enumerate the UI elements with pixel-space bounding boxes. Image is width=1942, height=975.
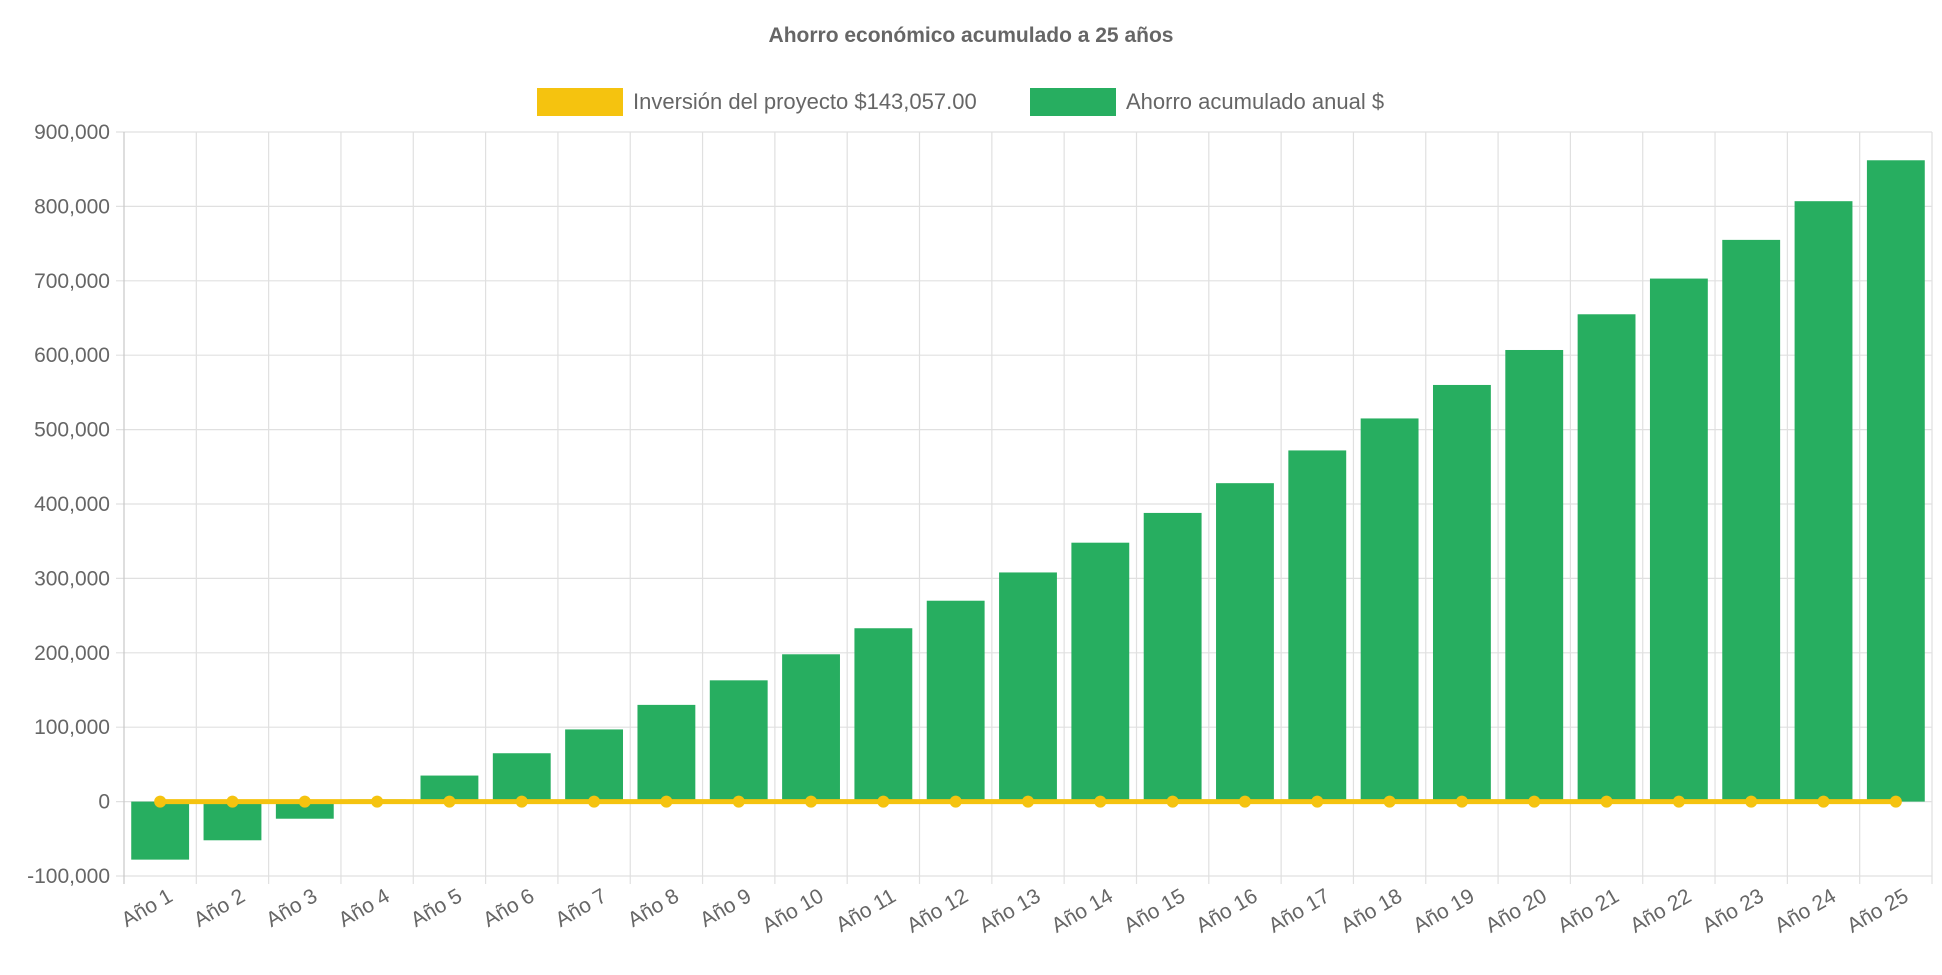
x-tick-label: Año 10 xyxy=(758,884,827,937)
x-tick-label: Año 11 xyxy=(832,884,900,936)
legend-swatch xyxy=(1030,88,1116,116)
y-tick-label: 800,000 xyxy=(34,195,110,218)
bar xyxy=(1794,201,1853,802)
investment-line xyxy=(154,795,1902,808)
y-axis: -100,000 0 100,000 200,000 300,000 400,000 500… xyxy=(27,121,110,888)
y-tick-label: -100,000 xyxy=(27,865,110,888)
line-point xyxy=(443,795,456,808)
bar xyxy=(1360,418,1419,802)
bar xyxy=(203,801,262,841)
line-point xyxy=(1600,795,1613,808)
bar xyxy=(492,753,551,802)
bar xyxy=(1505,349,1564,802)
x-tick-label: Año 5 xyxy=(407,884,466,931)
x-tick-label: Año 24 xyxy=(1771,884,1840,937)
bar xyxy=(1649,278,1708,802)
x-tick-label: Año 14 xyxy=(1048,884,1117,937)
bar xyxy=(1432,384,1491,802)
line-point xyxy=(1817,795,1830,808)
chart-title: Ahorro económico acumulado a 25 años xyxy=(769,24,1174,47)
bar xyxy=(1577,314,1636,802)
bar xyxy=(275,801,334,819)
y-tick-label: 400,000 xyxy=(34,493,110,516)
line-point xyxy=(1889,795,1902,808)
legend-label: Ahorro acumulado anual $ xyxy=(1126,89,1384,114)
line-point xyxy=(226,795,239,808)
x-tick-label: Año 3 xyxy=(262,884,321,931)
x-tick-label: Año 20 xyxy=(1482,884,1551,937)
y-tick-label: 600,000 xyxy=(34,344,110,367)
bar xyxy=(1143,512,1202,802)
line-point xyxy=(660,795,673,808)
line-point xyxy=(371,795,384,808)
bar xyxy=(782,654,840,802)
x-tick-label: Año 15 xyxy=(1120,884,1189,937)
line-point xyxy=(1022,795,1034,808)
line-point xyxy=(1166,795,1179,808)
bars xyxy=(131,160,1925,860)
x-tick-label: Año 16 xyxy=(1192,884,1261,937)
y-tick-label: 500,000 xyxy=(34,419,110,442)
x-tick-label: Año 23 xyxy=(1699,884,1768,937)
y-tick-label: 0 xyxy=(98,791,110,814)
bar xyxy=(926,600,985,802)
line-point xyxy=(1455,795,1468,808)
line-point xyxy=(949,795,962,808)
line-point xyxy=(1238,795,1251,808)
y-tick-label: 700,000 xyxy=(34,270,110,293)
x-axis: Año 1 Año 2 Año 3 Año 4 Año 5 Año 6 Año 7 Año 8… xyxy=(118,884,1913,937)
x-tick-label: Año 4 xyxy=(335,884,394,932)
bar xyxy=(999,572,1057,802)
line-point xyxy=(1745,795,1758,808)
bar xyxy=(709,680,768,802)
x-tick-label: Año 2 xyxy=(190,884,249,931)
x-tick-label: Año 19 xyxy=(1409,884,1478,937)
bar xyxy=(1071,542,1130,802)
x-tick-label: Año 9 xyxy=(696,884,755,931)
y-tick-label: 300,000 xyxy=(34,567,110,590)
line-point xyxy=(515,795,528,808)
bar xyxy=(1722,239,1781,802)
bar xyxy=(1288,450,1347,802)
line-point xyxy=(732,795,745,808)
x-tick-label: Año 1 xyxy=(118,884,177,931)
line-point xyxy=(1383,795,1396,808)
x-tick-label: Año 6 xyxy=(479,884,538,931)
legend: Inversión del proyecto $143,057.00 Ahorro… xyxy=(537,88,1384,116)
grid xyxy=(116,131,1933,884)
x-tick-label: Año 8 xyxy=(624,884,683,931)
x-tick-label: Año 7 xyxy=(552,884,611,931)
line-point xyxy=(1528,795,1541,808)
x-tick-label: Año 13 xyxy=(975,884,1044,937)
line-point xyxy=(1672,795,1685,808)
line-point xyxy=(1311,795,1324,808)
x-tick-label: Año 21 xyxy=(1554,884,1623,937)
y-tick-label: 100,000 xyxy=(34,716,110,739)
bar xyxy=(637,704,696,802)
legend-label: Inversión del proyecto $143,057.00 xyxy=(633,89,977,114)
x-tick-label: Año 22 xyxy=(1626,884,1695,937)
bar xyxy=(565,729,624,802)
bar xyxy=(1216,483,1274,802)
x-tick-label: Año 18 xyxy=(1337,884,1406,937)
y-tick-label: 200,000 xyxy=(34,642,110,665)
line-point xyxy=(1094,795,1107,808)
bar xyxy=(854,628,913,802)
line-point xyxy=(805,795,818,808)
line-point xyxy=(877,795,890,808)
y-tick-label: 900,000 xyxy=(34,121,110,144)
line-point xyxy=(298,795,311,808)
line-point xyxy=(154,795,167,808)
legend-swatch xyxy=(537,88,623,116)
x-tick-label: Año 25 xyxy=(1843,884,1912,937)
bar xyxy=(131,801,190,860)
line-point xyxy=(588,795,601,808)
bar xyxy=(1866,160,1925,802)
x-tick-label: Año 12 xyxy=(903,884,972,937)
x-tick-label: Año 17 xyxy=(1265,884,1334,937)
